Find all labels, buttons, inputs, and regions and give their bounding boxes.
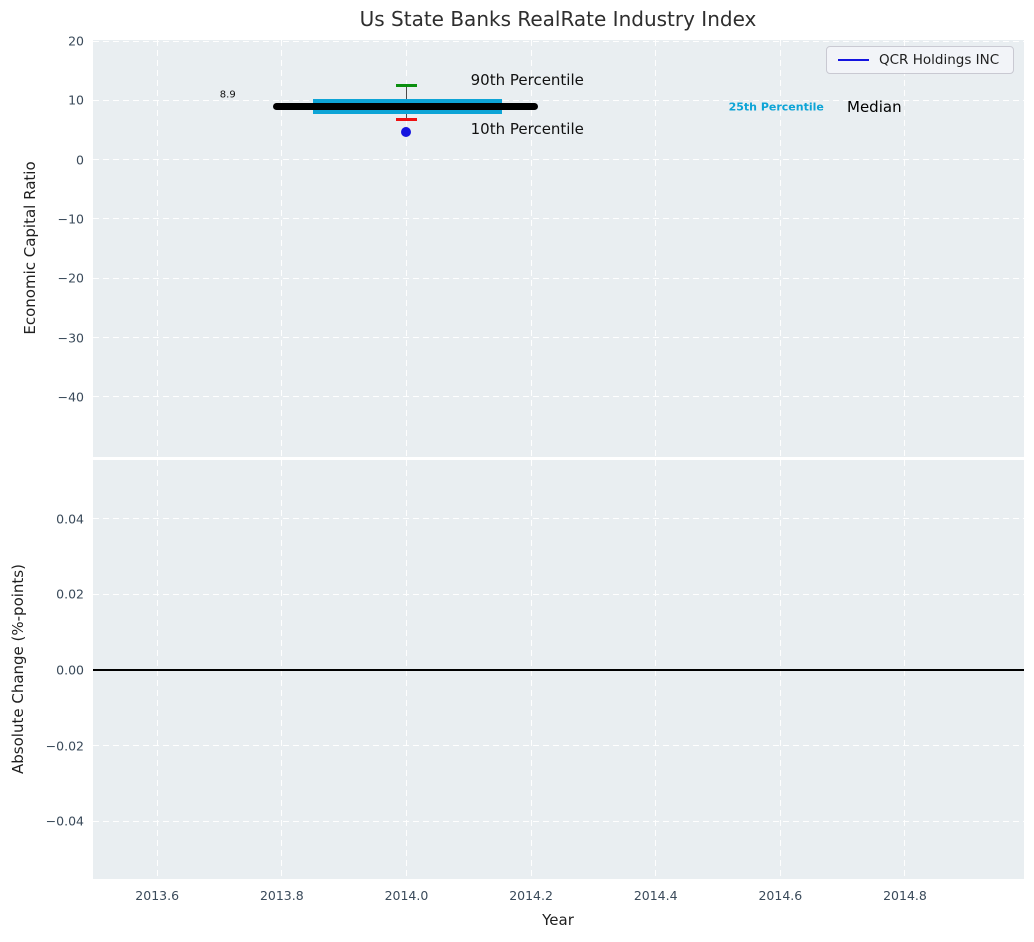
chart-title: Us State Banks RealRate Industry Index [359,7,757,31]
zero-line [93,668,1024,671]
gridline-horizontal [93,518,1024,519]
series-median [273,103,539,111]
gridline-horizontal [93,159,1024,161]
gridline-horizontal [93,218,1024,220]
y-tick-label: 0.04 [56,511,84,526]
x-tick-label: 2013.8 [259,888,304,903]
y-tick-label: 0 [76,152,84,168]
gridline-horizontal [93,337,1024,338]
y-tick-label: 10 [68,92,84,108]
gridline-horizontal [93,99,1024,101]
gridline-horizontal [93,745,1024,747]
y-tick-label: 0.02 [56,586,84,602]
gridline-horizontal [93,593,1024,595]
annotation-median-label: Median [847,97,902,116]
bottom-subplot: 2013.6 2013.8 2014.0 2014.2 2014.4 2014.6 2014… [46,460,1024,903]
y-axis-label-bottom: Absolute Change (%-points) [9,564,27,774]
gridline-vertical [405,40,407,457]
annotation-90th-percentile-label: 90th Percentile [470,70,584,89]
annotation-start-value: 8.9 [219,89,236,101]
x-tick-label: 2013.6 [135,888,180,903]
y-tick-label: −0.02 [45,738,84,754]
error-bar-cap-90th [395,83,417,87]
y-tick-label: −40 [57,389,84,405]
gridline-horizontal [93,40,1024,42]
y-tick-label: −10 [57,211,84,227]
y-axis-label-top: Economic Capital Ratio [21,161,39,335]
legend-line-sample [838,58,869,62]
gridline-horizontal [93,820,1024,822]
legend: QCR Holdings INC [826,46,1014,74]
gridline-vertical [779,40,781,457]
y-tick-label: 20 [68,33,84,49]
y-tick-label: −0.04 [45,813,84,829]
error-bar-cap-10th [395,118,417,122]
gridline-vertical [156,40,158,457]
x-tick-label: 2014.6 [758,888,803,903]
x-tick-label: 2014.2 [509,888,553,903]
x-tick-label: 2014.0 [384,888,429,903]
x-tick-label: 2014.4 [633,888,678,903]
gridline-vertical [530,40,532,457]
company-point [401,126,412,137]
gridline-vertical [281,40,283,457]
gridline-horizontal [93,396,1024,398]
annotation-25th-percentile-label: 25th Percentile [728,100,824,114]
y-tick-label: −20 [57,270,84,286]
legend-label: QCR Holdings INC [879,52,1000,68]
x-axis-label: Year [542,911,574,929]
gridline-vertical [655,40,657,457]
annotation-10th-percentile-label: 10th Percentile [470,120,584,139]
x-tick-label: 2014.8 [883,888,927,903]
gridline-vertical [904,40,906,457]
y-tick-label: 0.00 [56,662,84,678]
y-tick-label: −30 [57,330,84,345]
top-subplot: 20 10 0 −10 −20 −30 −40 8.9 90th Percentile 10th … [58,34,1024,457]
gridline-horizontal [93,277,1024,279]
